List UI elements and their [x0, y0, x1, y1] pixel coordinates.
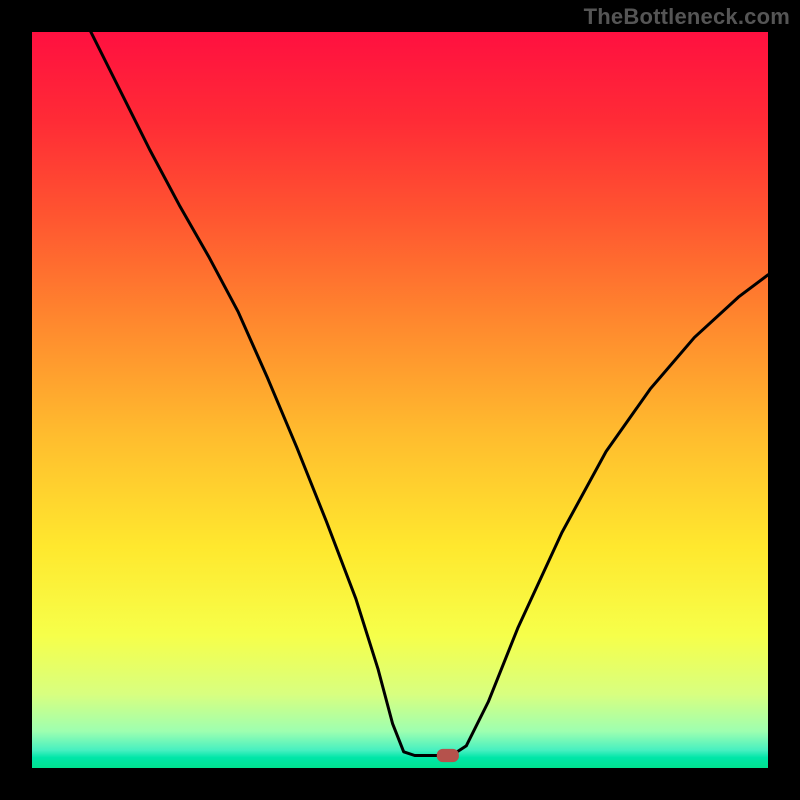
chart-frame: TheBottleneck.com	[0, 0, 800, 800]
chart-svg	[32, 32, 768, 768]
watermark-text: TheBottleneck.com	[584, 4, 790, 30]
gradient-background	[32, 32, 768, 768]
optimal-point-marker	[437, 749, 459, 762]
plot-area	[32, 32, 768, 768]
